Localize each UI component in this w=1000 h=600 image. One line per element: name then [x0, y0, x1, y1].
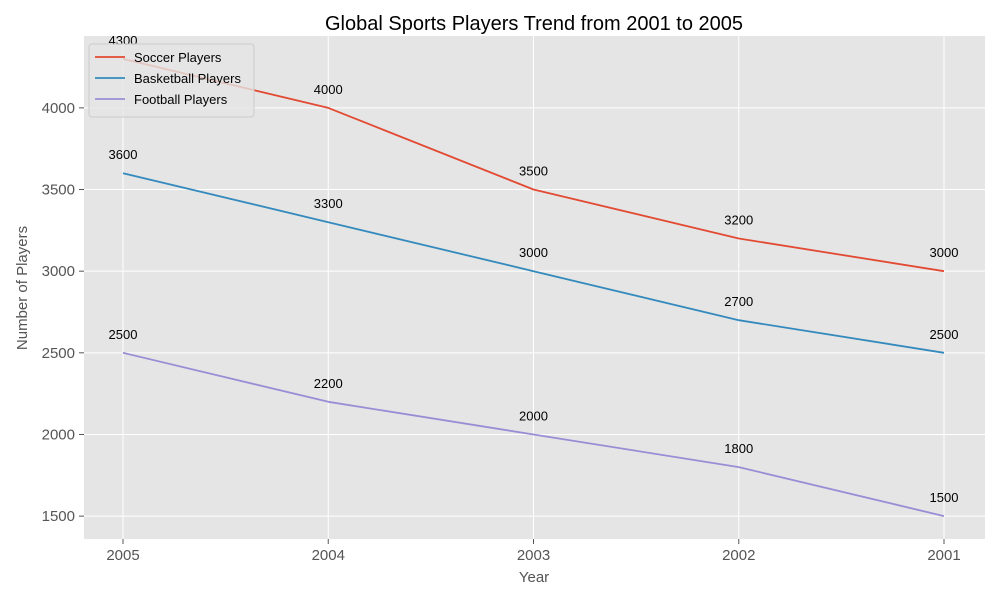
data-label: 3200 — [724, 213, 753, 228]
data-labels: 4300400035003200300036003300300027002500… — [109, 33, 959, 505]
series-line-football-players — [122, 351, 945, 517]
y-tick-label: 2500 — [42, 345, 75, 362]
data-label: 1800 — [724, 441, 753, 456]
series-line-basketball-players — [122, 172, 945, 354]
x-tick-label: 2003 — [517, 547, 550, 564]
legend: Soccer Players Basketball Players Football… — [88, 43, 255, 118]
series-lines — [122, 58, 945, 517]
legend-label: Soccer Players — [134, 50, 222, 65]
data-label: 1500 — [930, 490, 959, 505]
x-axis-ticks: 2005 2004 2003 2002 2001 — [106, 539, 961, 564]
data-label: 3300 — [314, 196, 343, 211]
data-label: 4000 — [314, 82, 343, 97]
y-axis-ticks: 1500 2000 2500 3000 3500 4000 — [42, 100, 84, 525]
x-tick-label: 2005 — [106, 547, 139, 564]
legend-label: Basketball Players — [134, 71, 241, 86]
data-label: 3000 — [930, 245, 959, 260]
x-tick-label: 2004 — [312, 547, 345, 564]
y-tick-label: 2000 — [42, 426, 75, 443]
plot-area — [84, 36, 985, 539]
legend-label: Football Players — [134, 92, 228, 107]
data-label: 3600 — [109, 147, 138, 162]
x-tick-label: 2001 — [927, 547, 960, 564]
y-axis-title: Number of Players — [14, 226, 31, 350]
data-label: 2000 — [519, 408, 548, 423]
y-tick-label: 3000 — [42, 263, 75, 280]
x-axis-title: Year — [519, 569, 549, 586]
data-label: 2500 — [930, 327, 959, 342]
legend-box — [88, 43, 255, 118]
data-label: 3000 — [519, 245, 548, 260]
data-label: 2700 — [724, 294, 753, 309]
series-line-soccer-players — [122, 58, 945, 273]
data-label: 3500 — [519, 164, 548, 179]
x-tick-label: 2002 — [722, 547, 755, 564]
data-label: 2500 — [109, 327, 138, 342]
y-tick-label: 1500 — [42, 508, 75, 525]
data-label: 2200 — [314, 376, 343, 391]
y-tick-label: 4000 — [42, 100, 75, 117]
y-tick-label: 3500 — [42, 182, 75, 199]
chart-title: Global Sports Players Trend from 2001 to… — [325, 13, 743, 35]
